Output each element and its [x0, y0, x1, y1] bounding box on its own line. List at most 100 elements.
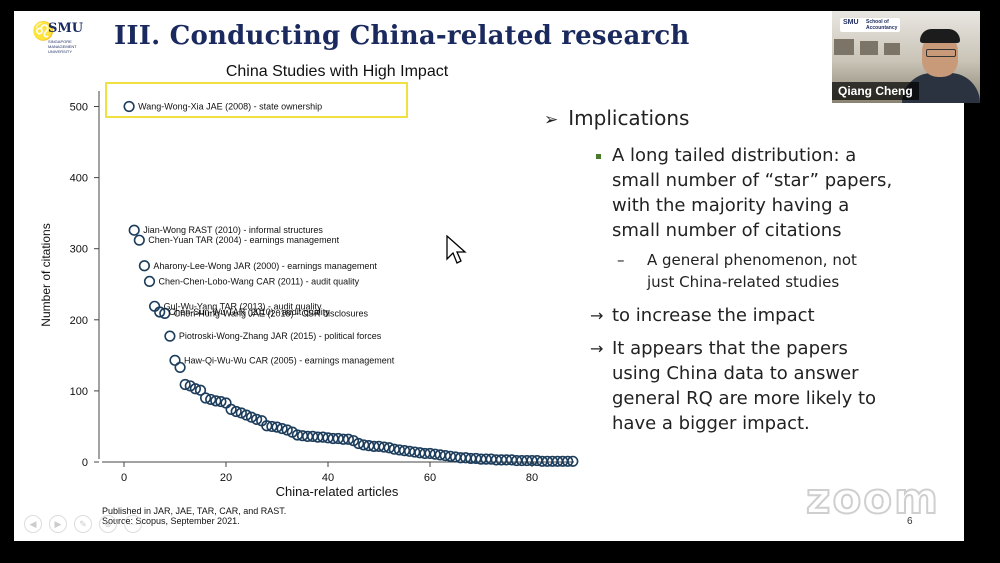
video-logo-text: SMU	[843, 19, 859, 26]
data-point-label: Gul-Wu-Yang TAR (2013) - audit quality	[164, 301, 322, 311]
data-point	[205, 393, 217, 406]
data-point	[281, 424, 293, 436]
y-axis-label: Number of citations	[39, 223, 53, 326]
y-tick-label: 300	[70, 244, 88, 256]
x-tick-label: 0	[121, 472, 127, 484]
data-point	[567, 455, 579, 467]
previous-slide-icon[interactable]: ◀	[24, 515, 42, 533]
page-number: 6	[907, 516, 913, 527]
data-point	[215, 395, 227, 408]
data-point-label: Chen-Hung-Wang JAE (2018) - CSR disclosu…	[174, 308, 369, 318]
video-smu-logo: SMU School of Accountancy	[840, 18, 900, 32]
data-point	[251, 413, 263, 425]
arrow-point-line: using China data to answer	[612, 363, 859, 384]
arrow-point-line: It appears that the papers	[612, 338, 848, 359]
slide: ♌ SMU SINGAPORE MANAGEMENT UNIVERSITY II…	[14, 11, 964, 541]
participant-video-tile[interactable]: SMU School of Accountancy Qiang Cheng	[832, 11, 980, 103]
y-tick-label: 400	[70, 173, 88, 185]
bullet-line: small number of “star” papers,	[612, 170, 893, 191]
data-point-label: Aharony-Lee-Wong JAR (2000) - earnings m…	[153, 261, 377, 271]
bullet-long-tail: A long tailed distribution: a small numb…	[596, 143, 893, 243]
highlight-box	[105, 82, 408, 118]
data-point	[235, 407, 247, 419]
data-point	[378, 441, 390, 453]
right-arrow-icon: →	[590, 339, 604, 358]
slide-title: III. Conducting China-related research	[114, 21, 690, 51]
bullet-line: A long tailed distribution: a	[612, 145, 857, 166]
data-point-label: Chen-Chen-Lobo-Wang CAR (2011) - audit q…	[159, 276, 360, 286]
data-point	[342, 433, 355, 445]
bullet-line: small number of citations	[612, 220, 842, 241]
data-point	[210, 395, 222, 407]
data-point-label: Chen-Sun-Wu TAR (2010) - audit quality	[169, 307, 331, 317]
zoom-in-icon[interactable]: ⊕	[99, 515, 117, 533]
right-arrow-icon: →	[590, 306, 604, 325]
data-point	[154, 306, 166, 318]
data-point	[266, 420, 278, 433]
data-point	[562, 455, 574, 467]
data-point	[189, 383, 201, 395]
chart-title: China Studies with High Impact	[226, 63, 449, 80]
data-point	[143, 275, 156, 288]
arrow-point-line: have a bigger impact.	[612, 413, 810, 434]
data-point-label: Jian-Wong RAST (2010) - informal structu…	[143, 225, 323, 235]
data-point-label: Haw-Qi-Wu-Wu CAR (2005) - earnings manag…	[184, 355, 395, 365]
implications-heading-text: Implications	[568, 106, 690, 130]
y-tick-label: 100	[70, 386, 88, 398]
sub-bullet-line: A general phenomenon, not	[647, 251, 857, 269]
data-point	[225, 403, 237, 415]
data-point	[276, 422, 288, 435]
data-point	[149, 300, 161, 312]
citations-chart: China Studies with High Impact Number of…	[39, 63, 579, 526]
video-window-shape	[884, 43, 900, 55]
participant-glasses	[926, 49, 956, 57]
smu-logo-name: SMU	[48, 21, 84, 36]
arrow-bullet-icon: ➢	[544, 110, 559, 130]
y-tick-label: 0	[82, 457, 88, 469]
menu-icon[interactable]: ⋯	[124, 515, 142, 533]
participant-name-label: Qiang Cheng	[832, 82, 919, 100]
y-tick-label: 200	[70, 315, 88, 327]
presentation-controls: ◀ ▶ ✎ ⊕ ⋯	[24, 515, 142, 533]
data-point	[174, 361, 186, 374]
mouse-cursor-icon	[446, 235, 467, 264]
x-axis-label: China-related articles	[276, 484, 399, 499]
data-point	[271, 421, 283, 433]
data-point	[194, 384, 207, 396]
smu-lion-icon: ♌	[32, 21, 55, 42]
data-point	[353, 437, 365, 450]
data-point	[138, 260, 150, 272]
arrow-point-china-data: → It appears that the papers using China…	[590, 336, 877, 436]
video-window-shape	[834, 39, 854, 55]
x-tick-label: 20	[220, 472, 232, 484]
zoom-watermark: zoom	[805, 473, 940, 524]
chart-footnote-1: Published in JAR, JAE, TAR, CAR, and RAS…	[102, 506, 286, 516]
x-tick-label: 80	[526, 472, 538, 484]
data-point	[164, 330, 176, 342]
chart-footnote-2: Source: Scopus, September 2021.	[102, 516, 240, 526]
data-point	[133, 234, 145, 246]
data-point	[200, 392, 212, 404]
data-point	[179, 378, 191, 391]
arrow-point-line: general RQ are more likely to	[612, 388, 877, 409]
data-point	[230, 405, 242, 418]
smu-logo: ♌ SMU SINGAPORE MANAGEMENT UNIVERSITY	[32, 19, 104, 55]
data-point	[128, 224, 140, 236]
data-point	[123, 100, 135, 113]
data-point	[159, 307, 171, 320]
data-point-label: Piotroski-Wong-Zhang JAR (2015) - politi…	[179, 331, 382, 341]
video-window-shape	[860, 41, 878, 55]
x-tick-label: 40	[322, 472, 334, 484]
data-point	[383, 442, 395, 454]
data-point-label: Wang-Wong-Xia JAE (2008) - state ownersh…	[138, 102, 322, 112]
data-point-label: Chen-Yuan TAR (2004) - earnings manageme…	[148, 235, 339, 245]
arrow-point-impact: → to increase the impact	[590, 303, 815, 328]
pen-icon[interactable]: ✎	[74, 515, 92, 533]
arrow-point-line: to increase the impact	[612, 305, 815, 326]
implications-heading: ➢ Implications	[544, 106, 689, 130]
video-logo-school: School of Accountancy	[866, 19, 898, 31]
sub-bullet-general: – A general phenomenon, not just China-r…	[617, 249, 857, 293]
x-tick-label: 60	[424, 472, 436, 484]
next-slide-icon[interactable]: ▶	[49, 515, 67, 533]
sub-bullet-line: just China-related studies	[647, 273, 840, 291]
